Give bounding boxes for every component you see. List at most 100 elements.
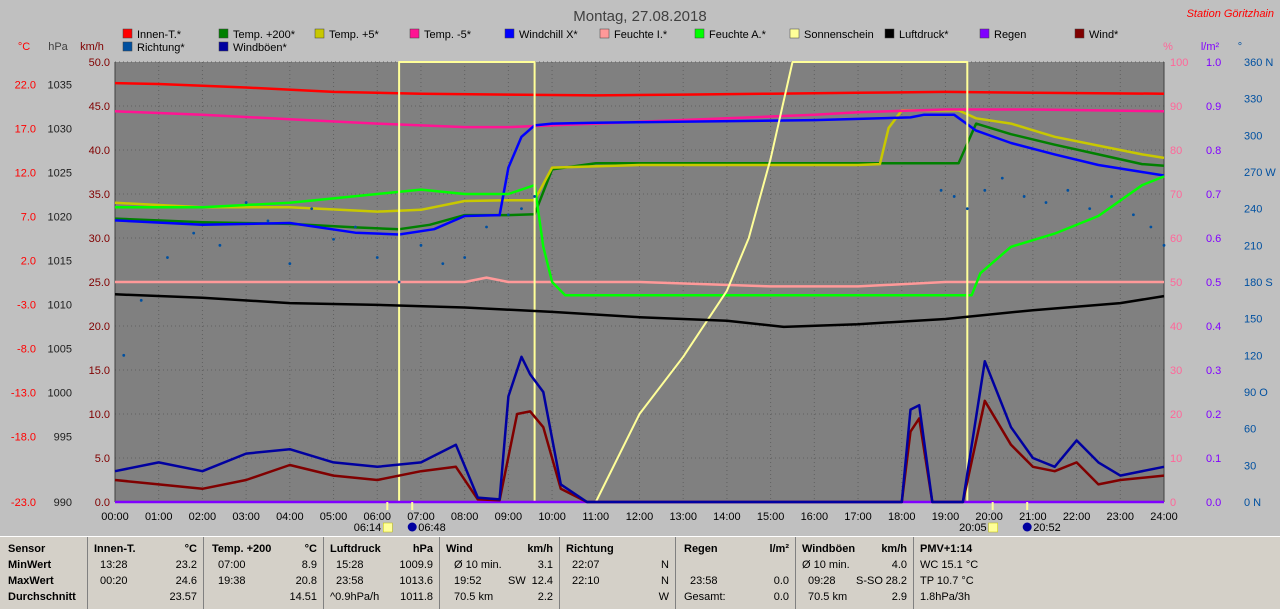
direction-point	[375, 256, 379, 259]
legend-label: Wind*	[1089, 29, 1119, 41]
tick-label-temperature: 12.0	[15, 167, 36, 179]
innen-max-time: 00:20	[100, 575, 128, 587]
x-tick-label: 16:00	[801, 511, 829, 523]
sun-event-label: 20:05	[959, 522, 987, 534]
tick-label-humidity: 0	[1170, 497, 1176, 509]
tick-label-pressure: 995	[54, 431, 72, 443]
wind-avg-label: Ø 10 min.	[454, 559, 502, 571]
x-tick-label: 06:00	[363, 511, 391, 523]
druck-max-time: 23:58	[336, 575, 364, 587]
sensor-header: Sensor	[8, 543, 46, 555]
tick-label-wind_kmh: 50.0	[89, 57, 110, 69]
tick-label-rain: 0.4	[1206, 321, 1221, 333]
tick-label-humidity: 20	[1170, 409, 1182, 421]
axis-unit-deg: °	[1238, 41, 1242, 53]
legend-label: Windchill X*	[519, 29, 578, 41]
tick-label-rain: 0.5	[1206, 277, 1221, 289]
stats-col-innen: Innen-T. °C 13:28 23.2 00:20 24.6 23.57	[88, 537, 204, 609]
stats-col-richtung: Richtung 22:07 N 22:10 N W	[560, 537, 676, 609]
legend-swatch	[979, 28, 990, 39]
legend-label: Temp. +200*	[233, 29, 296, 41]
innen-min-value: 23.2	[175, 559, 197, 571]
station-label: Station Göritzhain	[1187, 8, 1274, 20]
direction-point	[939, 188, 943, 192]
tick-label-pressure: 1015	[48, 255, 72, 267]
tick-label-rain: 0.0	[1206, 497, 1221, 509]
series-line-10	[114, 399, 1165, 504]
x-tick-label: 07:00	[407, 511, 435, 523]
direction-point	[1022, 195, 1026, 198]
series-line-11	[114, 355, 1165, 504]
richtung-max-value: N	[661, 575, 669, 587]
tick-label-temperature: -3.0	[17, 299, 36, 311]
x-tick-label: 05:00	[320, 511, 348, 523]
innen-header: Innen-T.	[94, 543, 136, 555]
regen-total-label: Gesamt:	[684, 591, 726, 603]
temp200-header: Temp. +200	[212, 543, 272, 555]
tick-label-temperature: -18.0	[11, 431, 36, 443]
direction-point	[192, 231, 196, 235]
axis-unit-celsius: °C	[18, 41, 30, 53]
tick-label-rain: 0.9	[1206, 101, 1221, 113]
axis-unit-hpa: hPa	[48, 41, 68, 53]
x-tick-label: 21:00	[1019, 511, 1047, 523]
pmv-windchill: WC 15.1 °C	[920, 559, 979, 571]
stats-col-temp200: Temp. +200 °C 07:00 8.9 19:38 20.8 14.51	[204, 537, 324, 609]
legend-swatch	[314, 28, 325, 39]
direction-point	[244, 201, 248, 204]
direction-point	[1044, 201, 1048, 204]
tick-label-direction: 360 N	[1244, 57, 1273, 69]
direction-point	[485, 225, 488, 229]
x-tick-label: 18:00	[888, 511, 916, 523]
x-tick-label: 12:00	[626, 511, 654, 523]
series-line-5	[115, 276, 1164, 288]
x-tick-label: 23:00	[1107, 511, 1135, 523]
tick-label-direction: 60	[1244, 424, 1256, 436]
x-tick-label: 22:00	[1063, 511, 1091, 523]
legend-swatch	[122, 28, 133, 39]
row-label-avg: Durchschnitt	[8, 591, 76, 603]
chart-title: Montag, 27.08.2018	[573, 8, 706, 25]
tick-label-wind_kmh: 25.0	[89, 277, 110, 289]
moon-icon	[407, 522, 417, 532]
legend-label: Feuchte I.*	[614, 29, 668, 41]
direction-point	[441, 262, 445, 266]
tick-label-direction: 150	[1244, 314, 1262, 326]
temp200-min-time: 07:00	[218, 559, 246, 571]
tick-label-wind_kmh: 10.0	[89, 409, 110, 421]
x-tick-label: 15:00	[757, 511, 785, 523]
tick-label-wind_kmh: 15.0	[89, 365, 110, 377]
row-label-min: MinWert	[8, 559, 52, 571]
wind-unit: km/h	[527, 543, 553, 555]
direction-point	[952, 195, 956, 198]
tick-label-rain: 0.2	[1206, 409, 1221, 421]
pmv-header: PMV+1:14	[920, 543, 973, 555]
tick-label-humidity: 50	[1170, 277, 1182, 289]
sun-event-label: 06:14	[354, 522, 382, 534]
direction-point	[1149, 225, 1153, 229]
tick-label-wind_kmh: 40.0	[89, 145, 110, 157]
direction-point	[397, 280, 401, 284]
boeen-avg-label: Ø 10 min.	[802, 559, 850, 571]
druck-min-value: 1009.9	[399, 559, 433, 571]
richtung-max-time: 22:10	[572, 575, 600, 587]
regen-total-value: 0.0	[773, 591, 789, 603]
stats-col-druck: Luftdruck hPa 15:28 1009.9 23:58 1013.6 …	[324, 537, 440, 609]
innen-min-time: 13:28	[100, 559, 128, 571]
direction-point	[506, 213, 510, 217]
sun-icon	[988, 522, 998, 533]
tick-label-direction: 30	[1244, 460, 1256, 472]
x-tick-label: 03:00	[232, 511, 260, 523]
pmv-dewpoint: TP 10.7 °C	[920, 575, 974, 587]
richtung-header: Richtung	[566, 543, 614, 555]
legend-label: Innen-T.*	[137, 29, 182, 41]
tick-label-wind_kmh: 35.0	[89, 189, 110, 201]
tick-label-direction: 300	[1244, 130, 1262, 142]
tick-label-pressure: 1025	[48, 167, 72, 179]
legend-label: Regen	[994, 29, 1026, 41]
legend-swatch	[694, 28, 705, 39]
series-line-0	[114, 81, 1165, 97]
direction-point	[266, 219, 270, 223]
x-tick-label: 02:00	[189, 511, 217, 523]
